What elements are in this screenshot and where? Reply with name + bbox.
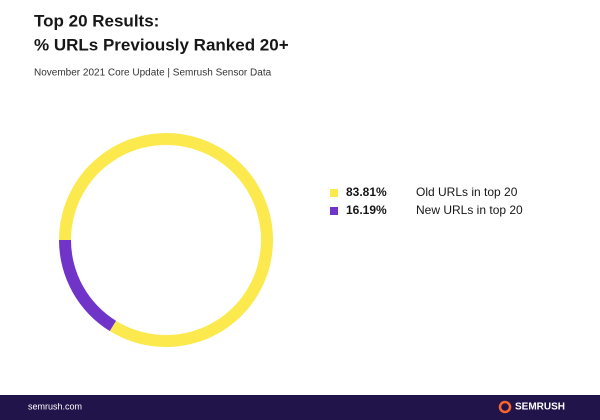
legend-swatch [330, 189, 338, 197]
legend-value: 16.19% [346, 203, 387, 217]
legend-swatch [330, 207, 338, 215]
legend: 83.81% Old URLs in top 20 16.19% New URLs i… [330, 185, 523, 217]
legend-label: New URLs in top 20 [416, 203, 523, 217]
chart-title: % URLs Previously Ranked 20+ [34, 35, 289, 54]
brand-logo [498, 400, 512, 414]
donut-segment [59, 240, 117, 332]
legend-label: Old URLs in top 20 [416, 185, 518, 199]
chart-subtitle: November 2021 Core Update | Semrush Sens… [34, 68, 272, 79]
chart-title: Top 20 Results: [34, 11, 159, 30]
footer-brand: SEMRUSH [515, 402, 565, 413]
donut [59, 132, 273, 348]
legend-value: 83.81% [346, 185, 387, 199]
footer-url: semrush.com [28, 401, 82, 411]
